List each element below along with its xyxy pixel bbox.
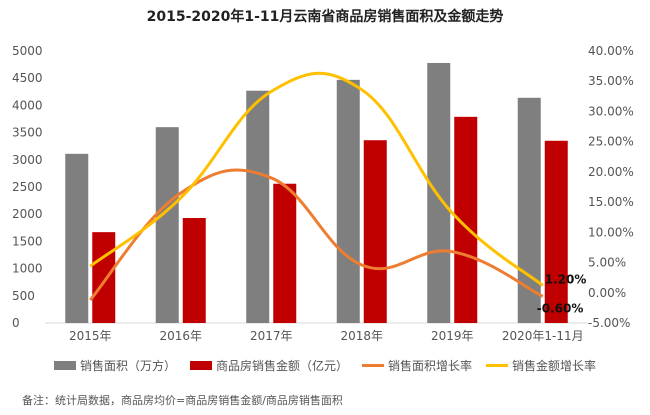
bar-amount: [363, 140, 387, 323]
y-left-tick-label: 500: [12, 289, 35, 303]
data-label: 1.20%: [545, 273, 587, 287]
bar-amount: [92, 232, 116, 323]
legend-swatch: [189, 361, 212, 370]
y-left-tick-label: 2000: [12, 207, 43, 221]
legend-label: 销售金额增长率: [512, 359, 597, 373]
y-left-tick-label: 1500: [12, 234, 43, 248]
y-left-tick-label: 4000: [12, 98, 43, 112]
bar-amount: [273, 183, 297, 323]
x-tick-label: 2015年: [69, 329, 112, 343]
y-left-tick-label: 1000: [12, 262, 43, 276]
y-right-tick-label: 15.00%: [588, 195, 634, 209]
x-tick-label: 2019年: [431, 329, 474, 343]
legend-label: 销售面积增长率: [388, 359, 473, 373]
bar-area: [155, 127, 179, 323]
bar-area: [65, 153, 89, 323]
legend-item: 销售面积增长率: [362, 357, 472, 374]
y-left-tick-label: 3000: [12, 153, 43, 167]
bar-area: [246, 90, 270, 323]
y-right-tick-label: 5.00%: [588, 256, 626, 270]
x-tick-label: 2016年: [159, 329, 202, 343]
x-tick-label: 2017年: [250, 329, 293, 343]
y-left-tick-label: 0: [12, 316, 20, 330]
y-left-tick-label: 2500: [12, 180, 43, 194]
y-left-tick-label: 5000: [12, 44, 43, 58]
y-right-tick-label: -5.00%: [588, 316, 630, 330]
y-right-tick-label: 35.00%: [588, 74, 634, 88]
bar-area: [427, 62, 451, 324]
legend-item: 商品房销售金额（亿元）: [189, 357, 348, 374]
footnote: 备注：统计局数据，商品房均价=商品房销售金额/商品房销售面积: [22, 394, 343, 407]
bar-amount: [454, 116, 478, 323]
legend: 销售面积（万方） 商品房销售金额（亿元） 销售面积增长率 销售金额增长率: [0, 357, 650, 374]
legend-swatch: [362, 364, 384, 367]
data-label: -0.60%: [537, 301, 584, 315]
y-right-tick-label: 40.00%: [588, 44, 634, 58]
legend-swatch: [53, 361, 76, 370]
legend-label: 商品房销售金额（亿元）: [215, 359, 348, 373]
bar-amount: [544, 140, 568, 323]
y-right-tick-label: 0.00%: [588, 286, 626, 300]
legend-item: 销售金额增长率: [486, 357, 596, 374]
y-right-tick-label: 20.00%: [588, 165, 634, 179]
legend-label: 销售面积（万方）: [79, 359, 176, 373]
legend-swatch: [486, 364, 509, 367]
y-right-tick-label: 25.00%: [588, 135, 634, 149]
legend-item: 销售面积（万方）: [53, 357, 176, 374]
chart-title: 2015-2020年1-11月云南省商品房销售面积及金额走势: [146, 9, 504, 25]
bar-amount: [182, 218, 206, 323]
y-right-tick-label: 30.00%: [588, 104, 634, 118]
bar-area: [336, 79, 360, 323]
line-amount-growth: [89, 71, 544, 287]
y-left-tick-label: 4500: [12, 71, 43, 85]
y-left-tick-label: 3500: [12, 126, 43, 140]
y-right-tick-label: 10.00%: [588, 225, 634, 239]
x-tick-label: 2020年1-11月: [502, 329, 584, 343]
bar-area: [517, 97, 541, 323]
x-tick-label: 2018年: [340, 329, 383, 343]
line-area-growth: [89, 168, 544, 301]
